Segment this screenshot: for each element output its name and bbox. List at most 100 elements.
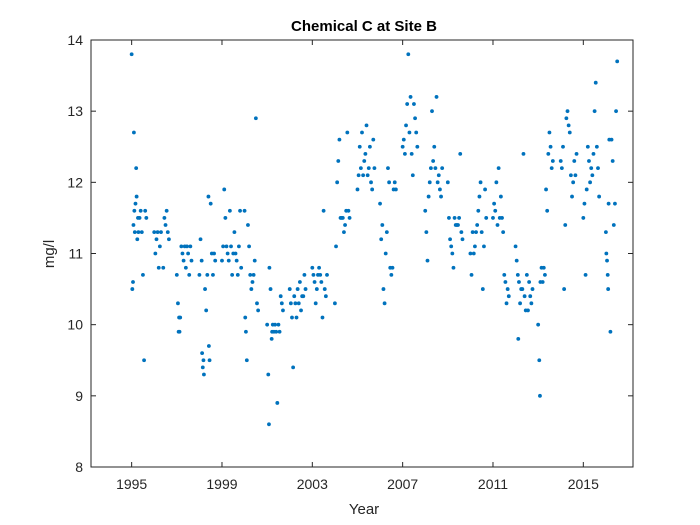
data-point — [180, 251, 185, 256]
data-point — [179, 244, 184, 249]
data-point — [137, 216, 142, 220]
data-point — [427, 180, 432, 185]
data-point — [189, 258, 194, 263]
chart-title: Chemical C at Site B — [291, 18, 437, 35]
x-tick-label: 1995 — [116, 476, 147, 492]
data-point — [321, 208, 326, 213]
data-point — [491, 216, 495, 220]
data-point — [139, 230, 144, 235]
y-axis-label: mg/l — [41, 240, 58, 268]
data-point — [439, 194, 443, 199]
data-point — [211, 272, 215, 277]
data-point — [212, 251, 216, 256]
data-point — [152, 230, 157, 235]
data-point — [410, 173, 415, 178]
data-point — [291, 365, 296, 370]
data-point — [434, 95, 439, 99]
data-point — [582, 201, 587, 206]
data-point — [322, 287, 327, 291]
data-point — [581, 216, 586, 220]
data-point — [430, 109, 434, 114]
data-point — [361, 173, 366, 178]
data-point — [268, 287, 273, 291]
data-point — [378, 201, 382, 206]
data-point — [549, 166, 554, 171]
data-point — [187, 272, 192, 277]
data-point — [459, 230, 464, 235]
data-point — [482, 244, 486, 249]
data-point — [276, 322, 281, 327]
data-point — [144, 216, 149, 220]
data-point — [597, 194, 602, 199]
data-point — [495, 223, 500, 227]
data-point — [185, 244, 189, 249]
data-point — [383, 251, 388, 256]
data-point — [515, 272, 520, 277]
data-point — [500, 216, 504, 220]
data-point — [392, 180, 397, 185]
data-point — [244, 358, 249, 363]
data-point — [493, 208, 498, 213]
data-point — [243, 315, 248, 320]
data-point — [400, 144, 405, 149]
data-point — [230, 272, 235, 277]
x-tick-label: 2003 — [297, 476, 328, 492]
data-point — [530, 287, 535, 291]
data-point — [153, 251, 158, 256]
data-point — [360, 130, 364, 135]
data-point — [203, 287, 207, 291]
data-point — [319, 280, 324, 284]
data-point — [314, 287, 319, 291]
data-point — [588, 180, 592, 185]
data-point — [404, 123, 408, 128]
data-point — [408, 95, 413, 99]
y-tick-label: 14 — [67, 32, 83, 48]
data-point — [188, 244, 193, 249]
data-point — [132, 130, 136, 135]
data-point — [303, 287, 308, 291]
data-point — [336, 159, 341, 163]
x-tick-label: 2015 — [568, 476, 599, 492]
data-point — [483, 187, 487, 192]
data-point — [253, 116, 258, 121]
data-point — [390, 265, 395, 270]
data-point — [165, 230, 170, 235]
data-point — [136, 230, 141, 235]
data-point — [379, 237, 384, 242]
data-point — [296, 301, 301, 306]
data-point — [178, 315, 183, 320]
data-point — [517, 280, 521, 284]
data-point — [347, 216, 352, 220]
data-point — [526, 308, 530, 313]
data-point — [246, 223, 250, 227]
data-point — [345, 130, 350, 135]
data-point — [584, 187, 589, 192]
data-point — [167, 237, 171, 242]
data-point — [155, 230, 160, 235]
data-point — [522, 294, 527, 299]
data-point — [221, 244, 226, 249]
data-point — [564, 116, 569, 121]
data-point — [281, 308, 285, 313]
data-point — [405, 102, 410, 106]
data-point — [200, 351, 205, 356]
data-point — [299, 308, 303, 313]
data-point — [590, 173, 595, 178]
data-point — [222, 187, 227, 192]
data-point — [474, 230, 478, 235]
data-point — [250, 280, 255, 284]
data-point — [566, 123, 571, 128]
data-point — [593, 80, 598, 85]
data-point — [457, 216, 462, 220]
data-point — [458, 151, 463, 156]
data-point — [131, 280, 135, 284]
data-point — [520, 287, 525, 291]
data-point — [368, 144, 372, 149]
data-point — [540, 280, 545, 284]
data-point — [451, 265, 456, 270]
data-point — [207, 358, 212, 363]
data-point — [585, 144, 590, 149]
data-point — [614, 109, 618, 114]
data-point — [468, 251, 473, 256]
data-point — [204, 308, 209, 313]
